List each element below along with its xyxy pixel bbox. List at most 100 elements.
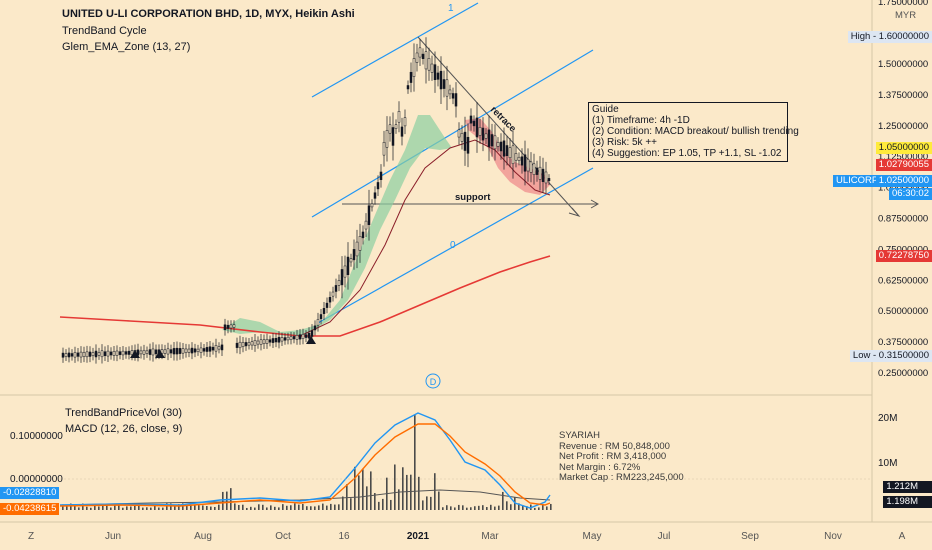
guide-box[interactable]: Guide (1) Timeframe: 4h -1D (2) Conditio…: [588, 102, 799, 162]
indicator-legend-pricevol[interactable]: TrendBandPriceVol (30): [65, 407, 182, 419]
indicator-legend-trendband[interactable]: TrendBand Cycle: [62, 25, 147, 37]
volume-bar: [118, 504, 120, 510]
candle-body: [301, 334, 305, 339]
level-badge-1: 1.05000000: [875, 142, 932, 154]
volume-bar: [282, 504, 284, 510]
volume-bar: [106, 503, 108, 510]
macd-tick: 0.00000000: [10, 474, 63, 485]
channel-line-middle[interactable]: [311, 49, 594, 218]
volume-bar: [466, 507, 468, 510]
candle-body: [388, 124, 392, 134]
volume-badge-1: 1.212M: [883, 481, 932, 493]
auto-scale-button-right[interactable]: A: [899, 531, 906, 542]
volume-bar: [178, 504, 180, 510]
candle-body: [547, 178, 551, 182]
volume-bar: [70, 503, 72, 510]
candle-body: [274, 338, 278, 343]
candle-body: [451, 93, 455, 99]
indicator-legend-ema-zone[interactable]: Glem_EMA_Zone (13, 27): [62, 41, 191, 53]
indicator-legend-macd[interactable]: MACD (12, 26, close, 9): [65, 423, 183, 435]
candle-body: [94, 350, 98, 358]
candle-body: [334, 285, 338, 292]
candle-body: [265, 338, 269, 344]
volume-bar: [478, 505, 480, 510]
retrace-trendline[interactable]: [417, 36, 579, 216]
candle-body: [370, 203, 374, 208]
chart-title[interactable]: UNITED U-LI CORPORATION BHD, 1D, MYX, He…: [62, 8, 355, 20]
channel-line-top[interactable]: [311, 2, 479, 98]
volume-bar: [294, 503, 296, 510]
candle-body: [286, 336, 290, 341]
time-axis-label: May: [583, 531, 602, 542]
candle-body: [445, 79, 449, 97]
candle-body: [307, 332, 311, 339]
candle-body: [379, 171, 383, 180]
candle-body: [190, 347, 194, 354]
candle-body: [73, 352, 77, 358]
candle-body: [196, 348, 200, 352]
guide-line: (4) Suggestion: EP 1.05, TP +1.1, SL -1.…: [592, 148, 782, 159]
price-tick-label: 0.62500000: [878, 275, 928, 286]
candle-body: [208, 346, 212, 352]
volume-bar: [510, 504, 512, 510]
candle-body: [430, 63, 434, 73]
volume-bar: [62, 504, 64, 510]
candle-body: [421, 53, 425, 59]
macd-line: [59, 412, 551, 509]
volume-bar: [498, 505, 500, 510]
candle-body: [427, 58, 431, 71]
volume-bar: [314, 506, 316, 510]
candle-body: [235, 342, 239, 348]
candle-body: [502, 140, 506, 157]
volume-bar: [330, 503, 332, 510]
candle-body: [142, 349, 146, 355]
candle-body: [328, 297, 332, 303]
guide-line: (3) Risk: 5k ++: [592, 137, 658, 148]
candle-body: [517, 156, 521, 161]
volume-bar: [346, 484, 348, 510]
candle-body: [466, 136, 470, 154]
volume-bar: [86, 506, 88, 510]
guide-line: (2) Condition: MACD breakout/ bullish tr…: [592, 126, 799, 137]
volume-bar: [534, 507, 536, 510]
candle-body: [268, 339, 272, 343]
candle-body: [283, 337, 287, 341]
candle-body: [262, 339, 266, 344]
candle-body: [343, 265, 347, 278]
price-tick-label: 1.12500000: [878, 152, 928, 163]
candle-body: [178, 348, 182, 354]
candle-body: [460, 133, 464, 142]
candle-body: [226, 324, 230, 329]
support-label: support: [455, 192, 491, 203]
candle-body: [184, 348, 188, 353]
volume-bar: [258, 504, 260, 510]
candle-body: [244, 342, 248, 347]
volume-bar: [82, 503, 84, 510]
candle-body: [475, 117, 479, 138]
candle-body: [79, 351, 83, 358]
time-axis[interactable]: Jun Aug Oct 16 2021 Mar May Jul Sep Nov: [105, 531, 842, 542]
candle-body: [448, 89, 452, 95]
candle-body: [220, 344, 224, 351]
volume-bar: [154, 505, 156, 510]
volume-bar: [102, 504, 104, 510]
volume-bar: [302, 503, 304, 510]
volume-bar: [410, 474, 412, 510]
candle-body: [487, 129, 491, 147]
candle-body: [322, 308, 326, 314]
volume-bar: [518, 503, 520, 510]
time-axis-label: Oct: [275, 531, 291, 542]
time-axis-label: 2021: [407, 531, 430, 542]
volume-bar: [286, 505, 288, 510]
volume-bar: [334, 504, 336, 510]
volume-bar: [550, 503, 552, 510]
ticker-badge: ULICORP: [833, 175, 882, 187]
auto-scale-button-left[interactable]: Z: [28, 531, 34, 542]
dividend-marker[interactable]: [425, 373, 441, 389]
candle-body: [340, 269, 344, 286]
candle-body: [433, 64, 437, 81]
last-price-badge: 1.02500000: [875, 175, 932, 187]
volume-bar: [538, 507, 540, 510]
candle-body: [412, 58, 416, 77]
candle-body: [121, 350, 125, 356]
